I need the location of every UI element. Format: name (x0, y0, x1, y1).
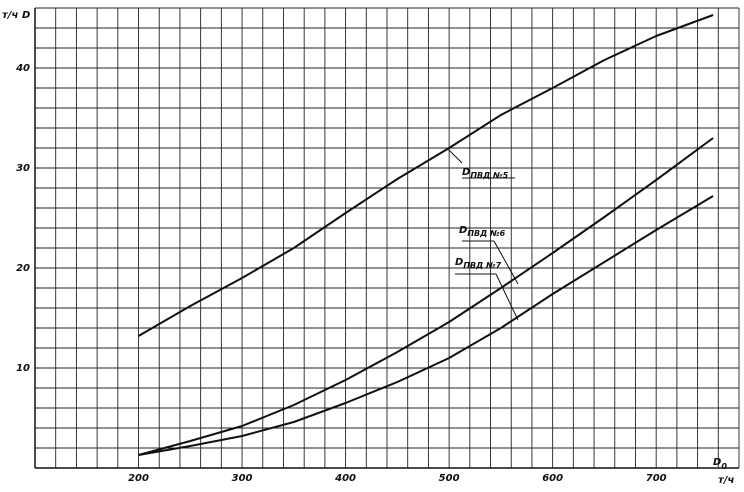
leader-line (493, 240, 519, 285)
y-symbol: D (22, 10, 30, 21)
y-unit: т/ч (2, 10, 18, 21)
y-tick-label: 10 (16, 363, 30, 374)
x-tick-label: 600 (542, 473, 563, 484)
series-label-main: D (459, 225, 467, 236)
series-label-main: D (462, 167, 470, 178)
series-label-sub: ПВД №7 (463, 261, 501, 270)
leader-line (446, 147, 463, 164)
series-line (138, 195, 714, 456)
x-tick-label: 500 (439, 473, 460, 484)
series-label-sub: ПВД №5 (470, 171, 508, 180)
x-symbol: D0 (713, 457, 727, 471)
series-line (138, 137, 714, 456)
y-tick-label: 40 (15, 63, 30, 74)
x-tick-label: 400 (334, 473, 356, 484)
leader-line (495, 273, 519, 321)
x-tick-label: 300 (232, 473, 253, 484)
series-label-sub: ПВД №6 (467, 229, 505, 238)
x-tick-label: 700 (646, 473, 667, 484)
series-line (138, 14, 714, 337)
series-label-main: D (455, 257, 463, 268)
x-symbol-sub: 0 (721, 462, 727, 471)
y-tick-label: 20 (16, 263, 30, 274)
x-symbol-main: D (713, 457, 721, 468)
series-label: DПВД №7 (455, 257, 502, 270)
x-tick-label: 200 (128, 473, 149, 484)
series-label: DПВД №6 (459, 225, 506, 238)
y-tick-label: 30 (16, 163, 30, 174)
series-label: DПВД №5 (462, 167, 509, 180)
x-unit: т/ч (718, 475, 734, 486)
